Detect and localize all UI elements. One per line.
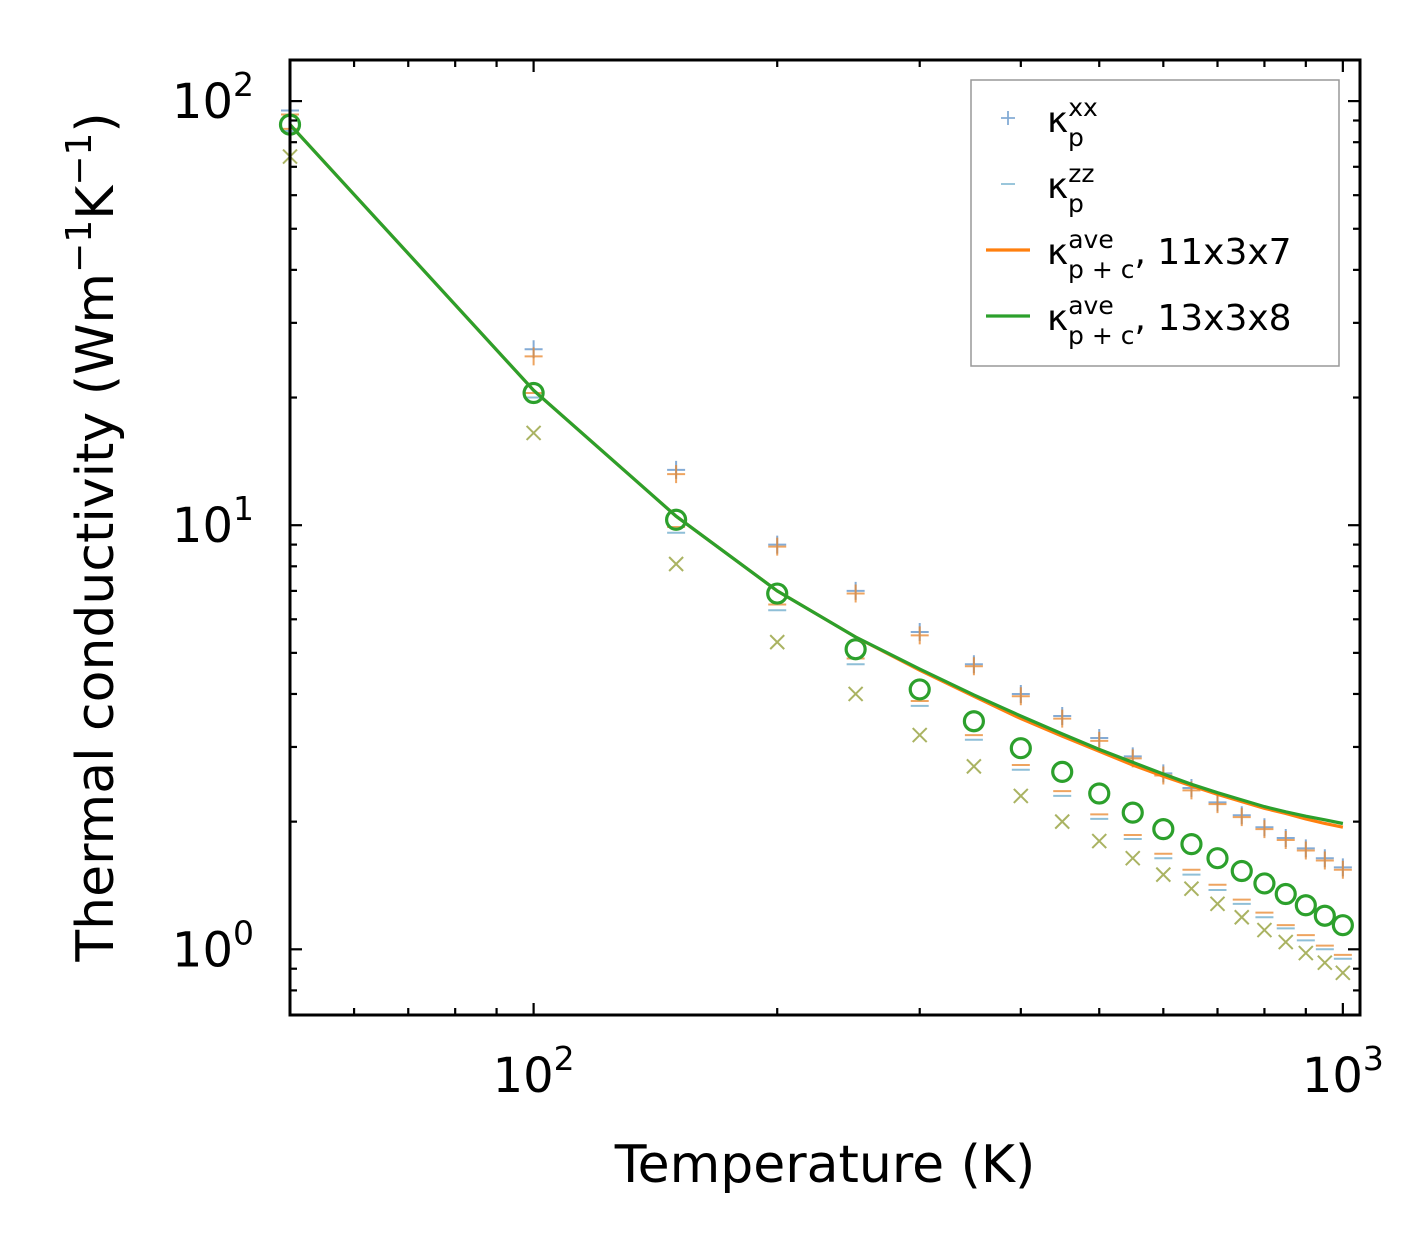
data-point-kp_yy <box>966 758 982 775</box>
data-point-kp_yy <box>1209 896 1226 912</box>
data-point-kp_ave_circles <box>1152 818 1175 841</box>
data-point-kp_xx_orange <box>846 584 865 603</box>
data-point-kp_ave_circles <box>665 508 688 531</box>
data-point-kp_xx_orange <box>1011 687 1030 706</box>
legend-label-sub: p + c <box>1068 321 1134 350</box>
y-tick-label-exp: 0 <box>233 913 254 952</box>
y-tick-label-base: 10 <box>172 922 233 978</box>
data-point-kp_ave_circles <box>1206 847 1229 870</box>
plot-area <box>278 101 1354 981</box>
legend-label-symbol: κ <box>1047 100 1068 141</box>
data-point-kp_ave_circles <box>1121 801 1144 824</box>
data-point-kp_xx_orange <box>1296 841 1315 860</box>
data-point-kp_ave_circles <box>908 678 931 701</box>
data-point-kp_yy <box>1091 833 1107 849</box>
y-tick-label-base: 10 <box>172 498 233 554</box>
plot-frame <box>288 58 1362 1017</box>
x-tick-label-exp: 2 <box>554 1039 575 1078</box>
data-point-kp_ave_circles <box>522 381 545 405</box>
data-point-kp_xx_orange <box>1090 731 1109 750</box>
data-point-kp_ave_circles <box>962 710 985 733</box>
y-axis-label: Thermal conductivity (Wm−1K−1) <box>59 112 126 962</box>
data-point-kp_yy <box>1125 850 1141 866</box>
data-point-kp_ave_circles <box>1051 760 1074 784</box>
series-line-kpc_ave_13x3x8 <box>288 123 1344 826</box>
data-point-kp_xx_orange <box>1333 860 1352 879</box>
data-point-kp_ave_circles <box>1274 882 1297 906</box>
x-tick-label-base: 10 <box>1302 1048 1363 1104</box>
legend-label-suffix: , 13x3x8 <box>1134 298 1291 339</box>
data-point-kp_ave_circles <box>1294 894 1317 917</box>
y-tick-label: 102 <box>172 65 254 130</box>
data-point-kp_xx_orange <box>1053 709 1072 728</box>
legend-marker-plus <box>1001 111 1015 125</box>
data-point-kp_yy <box>1054 813 1070 830</box>
data-point-kp_yy <box>1317 954 1333 971</box>
data-point-kp_yy <box>1183 880 1200 897</box>
y-tick-label: 100 <box>172 913 254 978</box>
data-point-kp_yy <box>1234 909 1250 925</box>
x-tick-label: 103 <box>1302 1039 1384 1104</box>
data-point-kp_ave_circles <box>1088 782 1111 805</box>
data-point-kp_ave_circles <box>1180 833 1203 856</box>
data-point-kp_yy <box>1256 922 1273 938</box>
data-point-kp_yy <box>769 634 785 650</box>
y-tick-label-base: 10 <box>172 74 233 130</box>
legend-label-sup: ave <box>1068 225 1114 254</box>
data-point-kp_xx_orange <box>1232 808 1251 827</box>
data-point-kp_yy <box>912 727 928 743</box>
data-point-kp_xx_orange <box>1208 795 1227 814</box>
data-point-kp_yy <box>847 686 864 702</box>
data-point-kp_yy <box>1155 866 1172 883</box>
x-axis-label: Temperature (K) <box>614 1135 1036 1195</box>
data-point-kp_xx_orange <box>768 537 787 556</box>
data-point-kp_ave_circles <box>766 582 789 605</box>
data-point-kp_yy <box>668 556 684 572</box>
data-point-kp_xx_orange <box>524 347 543 366</box>
y-tick-label-exp: 1 <box>233 489 254 528</box>
data-point-kp_yy <box>525 425 542 441</box>
data-point-kp_xx_orange <box>667 465 686 484</box>
data-point-kp_yy <box>1013 788 1029 804</box>
legend-label: κzz p <box>1047 159 1094 218</box>
data-point-kp_ave_circles <box>844 638 867 661</box>
legend-label-sup: ave <box>1068 291 1114 320</box>
legend-label-sup: xx <box>1068 93 1098 122</box>
legend-label: κave p + c, 13x3x8 <box>1047 291 1292 350</box>
data-point-kp_xx_orange <box>1276 831 1295 850</box>
data-point-kp_xx_orange <box>1315 851 1334 870</box>
legend-label-sub: p <box>1068 189 1084 218</box>
data-point-kp_yy <box>1278 934 1294 950</box>
legend-label-symbol: κ <box>1047 232 1068 273</box>
legend-label-suffix: , 11x3x7 <box>1134 232 1291 273</box>
data-point-kp_ave_circles <box>1313 904 1336 927</box>
data-point-kp_xx_orange <box>910 626 929 645</box>
x-tick-label: 102 <box>493 1039 575 1104</box>
legend-label-sub: p <box>1068 123 1084 152</box>
legend-label-sub: p + c <box>1068 255 1134 284</box>
legend-label-symbol: κ <box>1047 298 1068 339</box>
legend-label-symbol: κ <box>1047 166 1068 207</box>
legend-label-sup: zz <box>1068 159 1094 188</box>
data-point-kp_xx_orange <box>964 657 983 676</box>
x-tick-label-base: 10 <box>493 1048 554 1104</box>
y-tick-label-exp: 2 <box>233 65 254 104</box>
data-point-kp_yy <box>1335 965 1351 981</box>
data-point-kp_ave_circles <box>1230 859 1253 883</box>
data-point-kp_yy <box>1298 945 1314 961</box>
data-point-kp_ave_circles <box>1331 914 1354 937</box>
legend-label: κave p + c, 11x3x7 <box>1047 225 1292 284</box>
data-point-kp_ave_circles <box>1253 872 1276 895</box>
y-tick-label: 101 <box>172 489 254 554</box>
legend-box <box>970 79 1340 367</box>
data-point-kp_xx_orange <box>1255 820 1274 839</box>
data-point-kp_ave_circles <box>1009 737 1032 760</box>
legend-label: κxx p <box>1047 93 1098 152</box>
x-tick-label-exp: 3 <box>1363 1039 1384 1078</box>
